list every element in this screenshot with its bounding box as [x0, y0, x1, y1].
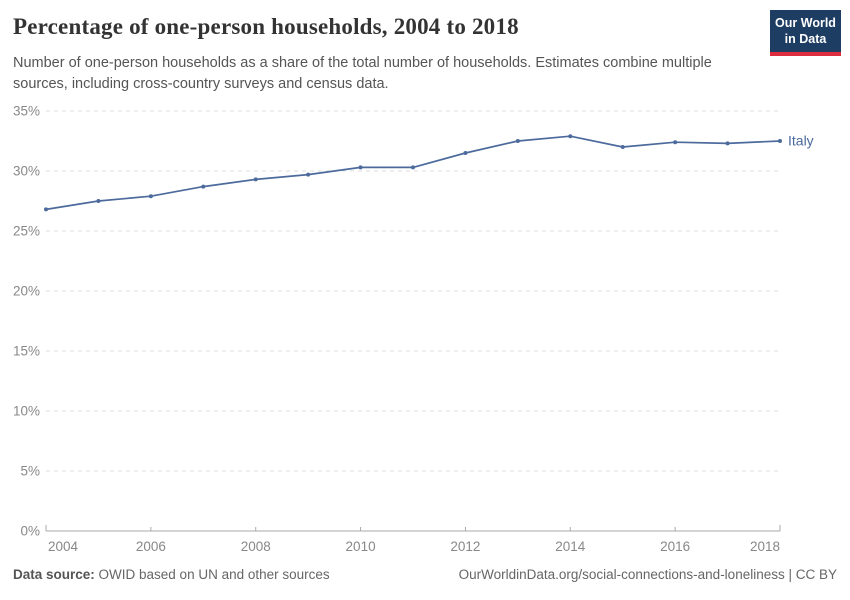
data-point	[253, 177, 258, 182]
owid-logo[interactable]: Our World in Data	[770, 10, 841, 57]
x-tick-label: 2014	[555, 539, 586, 554]
data-point	[620, 145, 625, 149]
data-point	[358, 165, 363, 170]
series-line	[45, 135, 781, 211]
data-source-text: OWID based on UN and other sources	[94, 567, 330, 582]
y-tick-label: 0%	[20, 524, 40, 539]
y-tick-label: 15%	[13, 344, 40, 359]
y-tick-label: 35%	[13, 104, 40, 119]
data-point	[568, 134, 573, 139]
data-point	[44, 207, 48, 212]
owid-logo-line2: in Data	[784, 31, 827, 46]
data-point	[778, 139, 782, 143]
y-tick-label: 20%	[13, 284, 40, 299]
chart-footer: Data source: OWID based on UN and other …	[13, 567, 837, 582]
x-tick-label: 2018	[750, 539, 780, 554]
data-point	[463, 151, 468, 155]
data-point	[673, 140, 678, 145]
data-point	[515, 139, 520, 143]
x-tick-label: 2004	[48, 539, 79, 554]
chart-title: Percentage of one-person households, 200…	[13, 14, 519, 39]
series-label: Italy	[788, 133, 814, 149]
data-source-note: Data source: OWID based on UN and other …	[13, 567, 330, 582]
chart-subtitle: Number of one-person households as a sha…	[13, 55, 712, 93]
x-tick-label: 2010	[346, 539, 376, 554]
owid-logo-line1: Our World	[775, 16, 836, 30]
data-point	[148, 194, 153, 199]
x-tick-label: 2006	[136, 539, 166, 554]
data-point	[411, 165, 415, 170]
y-tick-label: 10%	[13, 404, 40, 419]
data-source-label: Data source:	[13, 567, 95, 582]
x-tick-label: 2016	[660, 539, 690, 554]
y-tick-label: 5%	[20, 464, 40, 479]
data-point	[725, 141, 730, 146]
data-point	[201, 184, 206, 189]
x-tick-label: 2012	[450, 539, 480, 554]
owid-url-link[interactable]: OurWorldinData.org/social-connections-an…	[458, 567, 837, 582]
line-chart: 0% 5% 10% 15% 20% 25% 30% 35% 2004 2006 2008 2010 20…	[13, 104, 814, 555]
x-tick-label: 2008	[241, 539, 271, 554]
y-tick-label: 25%	[13, 224, 40, 239]
y-tick-label: 30%	[13, 164, 40, 179]
data-point	[306, 172, 311, 177]
data-point	[96, 199, 101, 203]
